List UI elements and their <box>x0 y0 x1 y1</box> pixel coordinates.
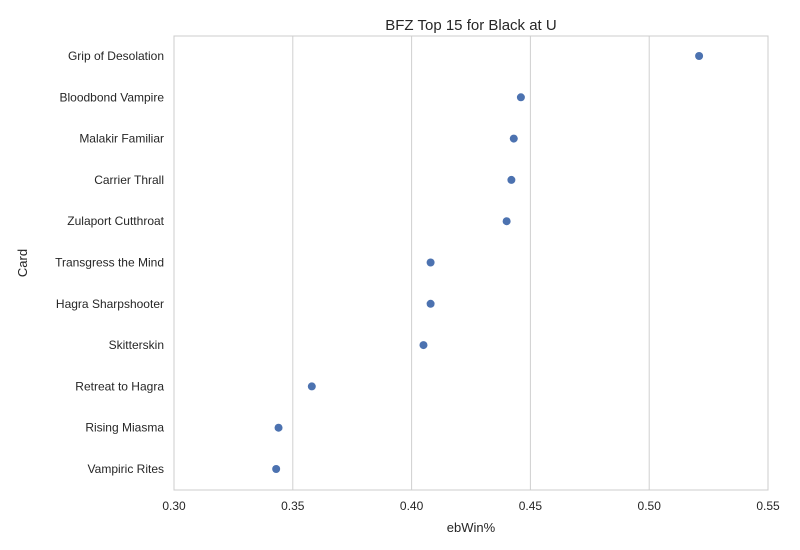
x-tick-label: 0.45 <box>519 499 543 513</box>
y-tick-label: Transgress the Mind <box>55 256 164 270</box>
y-tick-label: Carrier Thrall <box>94 173 164 187</box>
x-tick-labels: 0.30 0.35 0.40 0.45 0.50 0.55 <box>162 499 780 513</box>
data-point <box>307 382 316 391</box>
y-axis-label: Card <box>15 249 30 277</box>
data-point <box>695 52 704 60</box>
data-point <box>426 258 435 267</box>
x-tick-label: 0.40 <box>400 499 424 513</box>
y-tick-label: Zulaport Cutthroat <box>67 214 164 228</box>
y-tick-label: Rising Miasma <box>85 421 164 435</box>
x-tick-label: 0.55 <box>756 499 780 513</box>
x-tick-label: 0.35 <box>281 499 305 513</box>
y-tick-label: Bloodbond Vampire <box>59 90 164 104</box>
y-tick-label: Vampiric Rites <box>88 462 164 476</box>
data-point <box>426 299 435 308</box>
data-points <box>272 52 704 473</box>
y-tick-label: Hagra Sharpshooter <box>56 297 164 311</box>
grid <box>292 36 650 490</box>
data-point <box>509 134 518 143</box>
data-point <box>272 465 281 473</box>
y-tick-label: Malakir Familiar <box>79 132 164 146</box>
data-point <box>274 423 283 432</box>
y-tick-label: Grip of Desolation <box>68 49 164 63</box>
data-point <box>419 341 428 350</box>
y-tick-label: Skitterskin <box>109 338 164 352</box>
chart-title: BFZ Top 15 for Black at U <box>385 17 556 34</box>
x-tick-label: 0.30 <box>162 499 186 513</box>
plot-frame <box>173 35 769 491</box>
data-point <box>502 217 511 226</box>
x-axis-label: ebWin% <box>447 520 496 535</box>
x-tick-label: 0.50 <box>638 499 662 513</box>
data-point <box>516 93 525 102</box>
data-point <box>507 175 516 184</box>
y-tick-labels: Grip of Desolation Bloodbond Vampire Malak… <box>55 49 165 476</box>
y-tick-label: Retreat to Hagra <box>75 379 164 393</box>
